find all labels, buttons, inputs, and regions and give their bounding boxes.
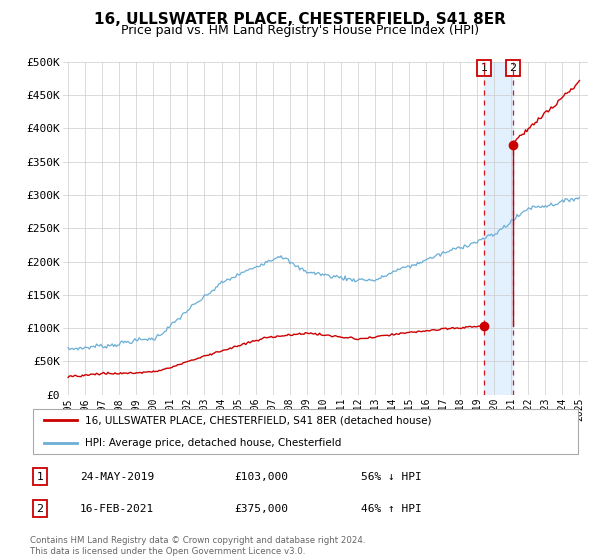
- Text: 2: 2: [37, 503, 43, 514]
- Text: 2: 2: [509, 63, 517, 73]
- Text: 16, ULLSWATER PLACE, CHESTERFIELD, S41 8ER: 16, ULLSWATER PLACE, CHESTERFIELD, S41 8…: [94, 12, 506, 27]
- Bar: [484, 62, 513, 395]
- Text: 1: 1: [37, 472, 43, 482]
- Text: 16-FEB-2021: 16-FEB-2021: [80, 503, 154, 514]
- Text: 46% ↑ HPI: 46% ↑ HPI: [361, 503, 422, 514]
- Text: £375,000: £375,000: [234, 503, 288, 514]
- Text: Price paid vs. HM Land Registry's House Price Index (HPI): Price paid vs. HM Land Registry's House …: [121, 24, 479, 37]
- Text: £103,000: £103,000: [234, 472, 288, 482]
- Text: 16, ULLSWATER PLACE, CHESTERFIELD, S41 8ER (detached house): 16, ULLSWATER PLACE, CHESTERFIELD, S41 8…: [85, 416, 432, 426]
- Text: Contains HM Land Registry data © Crown copyright and database right 2024.
This d: Contains HM Land Registry data © Crown c…: [30, 536, 365, 556]
- Text: 56% ↓ HPI: 56% ↓ HPI: [361, 472, 422, 482]
- Text: 1: 1: [481, 63, 488, 73]
- Text: HPI: Average price, detached house, Chesterfield: HPI: Average price, detached house, Ches…: [85, 438, 341, 448]
- FancyBboxPatch shape: [33, 409, 578, 454]
- Text: 24-MAY-2019: 24-MAY-2019: [80, 472, 154, 482]
